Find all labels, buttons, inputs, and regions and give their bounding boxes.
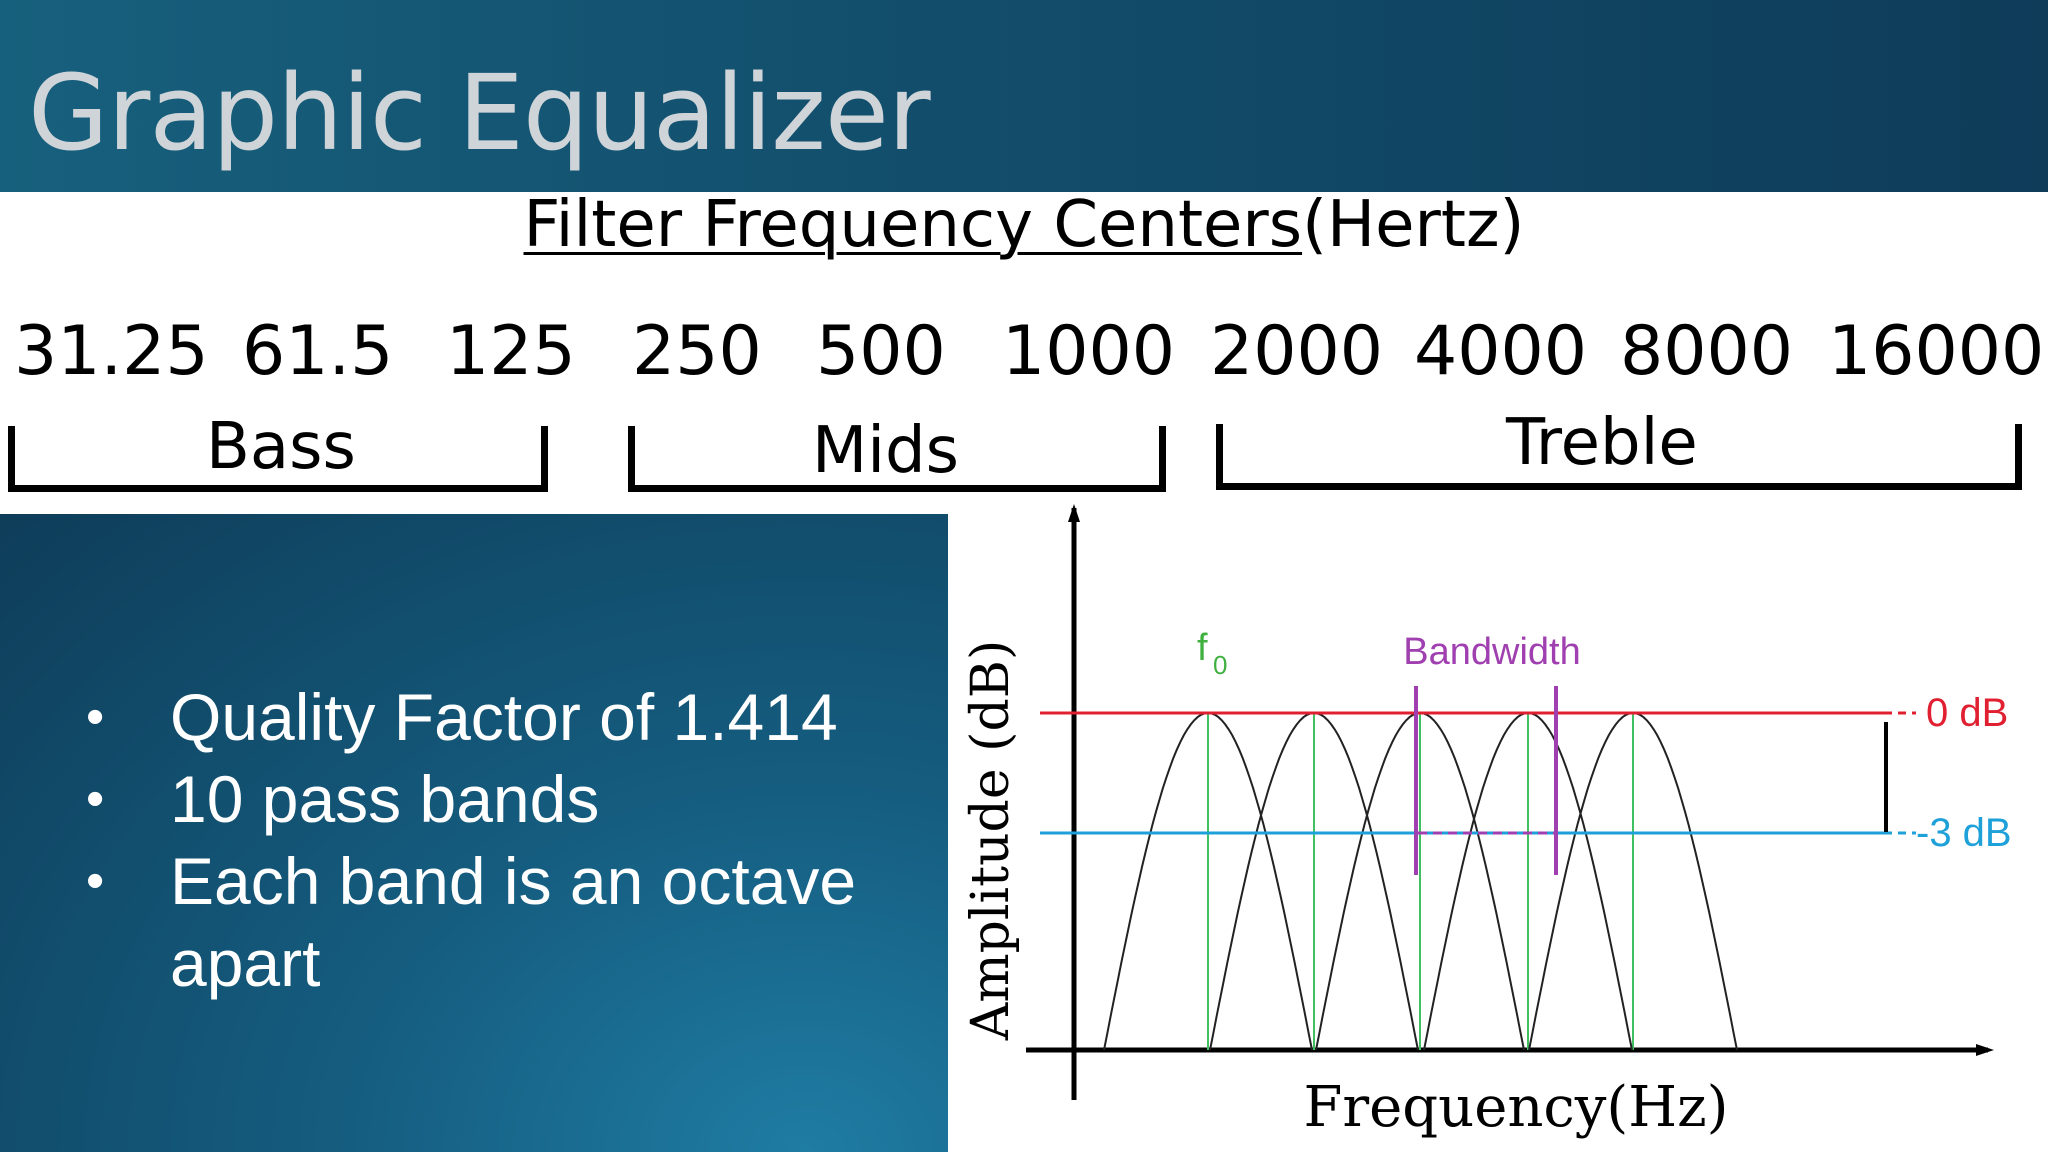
subtitle-main: Filter Frequency Centers <box>523 188 1303 262</box>
frequency-label: 4000 <box>1414 312 1588 391</box>
frequency-label: 16000 <box>1828 312 2045 391</box>
center-lines <box>1207 713 1634 1050</box>
subtitle: Filter Frequency Centers(Hertz) <box>0 188 2048 262</box>
mids-bracket <box>628 426 1166 492</box>
frequency-label: 8000 <box>1620 312 1794 391</box>
zero-db-label: 0 dB <box>1926 691 2008 735</box>
y-axis-arrow <box>1068 504 1080 522</box>
frequency-label: 31.25 <box>14 312 209 391</box>
treble-bracket <box>1216 424 2022 490</box>
bullet-panel: Quality Factor of 1.414 10 pass bands Ea… <box>0 514 948 1152</box>
frequency-label: 2000 <box>1210 312 1384 391</box>
bullet-list: Quality Factor of 1.414 10 pass bands Ea… <box>86 676 970 1004</box>
frequency-label: 250 <box>632 312 762 391</box>
frequency-response-diagram: f 0 Bandwidth 0 dB -3 dB Frequency(Hz) A… <box>961 504 2012 1140</box>
bullet-item: Each band is an octave apart <box>86 840 970 1004</box>
frequency-label: 1000 <box>1002 312 1176 391</box>
frequency-label: 125 <box>446 312 576 391</box>
bass-label: Bass <box>206 410 356 484</box>
frequency-label: 500 <box>816 312 946 391</box>
y-axis-label: Amplitude (dB) <box>961 640 1021 1041</box>
bullet-item: 10 pass bands <box>86 758 970 840</box>
x-axis-label: Frequency(Hz) <box>1304 1075 1729 1140</box>
subtitle-unit: (Hertz) <box>1302 188 1525 262</box>
mids-label: Mids <box>812 414 959 488</box>
bandwidth-label: Bandwidth <box>1403 631 1580 673</box>
x-axis-arrow <box>1976 1044 1994 1056</box>
frequency-label: 61.5 <box>242 312 394 391</box>
minus3-db-label: -3 dB <box>1916 811 2012 855</box>
treble-label: Treble <box>1506 406 1698 480</box>
f0-label: f <box>1197 627 1208 669</box>
bass-bracket <box>8 426 548 492</box>
bullet-item: Quality Factor of 1.414 <box>86 676 970 758</box>
slide-title: Graphic Equalizer <box>28 52 931 174</box>
f0-subscript: 0 <box>1213 650 1227 680</box>
title-banner: Graphic Equalizer <box>0 0 2048 192</box>
